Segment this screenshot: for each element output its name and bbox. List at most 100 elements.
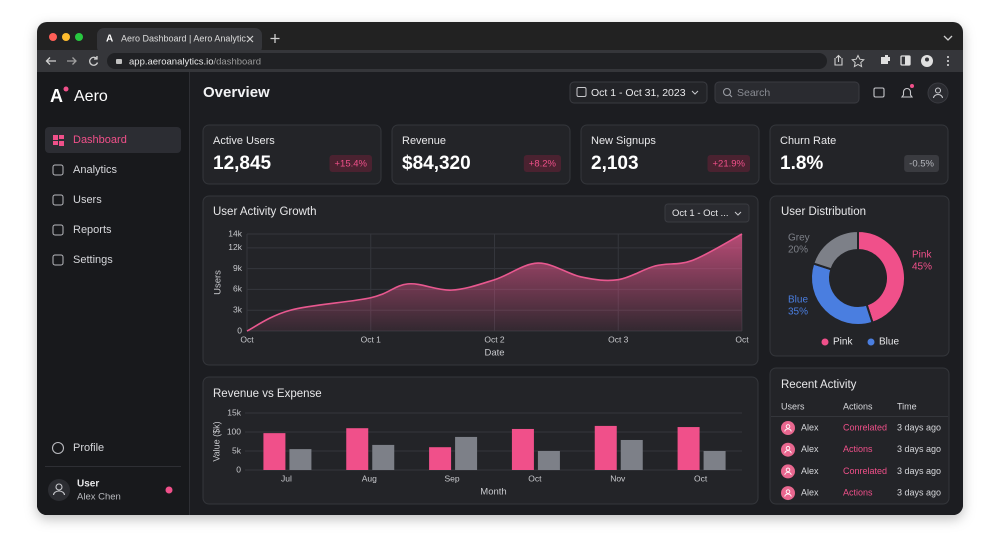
search-icon-handle [729,94,733,98]
table-cell: Alex [801,487,819,497]
y-tick-label: 15k [227,407,241,417]
column-header: Users [781,401,805,411]
brand-name: Aero [74,88,108,105]
date-range: Oct 1 - Oct 31, 2023 [591,87,686,99]
pie-slice [857,229,906,324]
minimize-dot[interactable] [62,33,70,41]
column-header: Time [897,401,917,411]
avatar-head [785,489,791,494]
slice-name: Pink [912,250,932,261]
menu-dot [947,60,949,62]
nav-active-bg [45,127,181,153]
x-tick-label: Oct [735,334,749,344]
table-cell: Conrelated [843,422,887,432]
search-box[interactable] [714,81,860,104]
calendar-icon [576,87,587,97]
bar [703,451,726,470]
table-cell: Conrelated [843,466,887,476]
avatar-body [52,490,66,496]
extensions-icon[interactable] [881,55,890,64]
bookmark-icon[interactable] [851,54,865,68]
nav-icon [52,224,64,236]
x-tick-label: Sep [445,473,460,483]
zoom-dot[interactable] [75,33,83,41]
profile-link[interactable]: Profile [73,442,104,454]
nav-icon [52,164,64,176]
tab[interactable] [97,28,262,54]
chart-card [202,376,759,505]
x-tick-label: Oct [694,473,708,483]
nav-icon [53,135,58,140]
kpi-value: $84,320 [402,153,471,174]
tab-title: Aero Dashboard | Aero Analytic [121,33,246,43]
bar [511,428,534,470]
nav-icon [59,141,64,146]
user-role: User [77,479,99,490]
chart-title: Revenue vs Expense [213,388,322,400]
table-cell: 3 days ago [897,444,941,454]
kpi-badge [707,155,750,172]
date-picker[interactable] [569,81,708,104]
bar [455,436,478,470]
notification-dot [910,84,914,88]
avatar-head [934,87,942,94]
bar [537,451,560,470]
range-dropdown[interactable] [664,203,750,223]
tab-menu[interactable] [943,35,953,41]
forward-button[interactable] [67,57,77,65]
x-tick-label: Oct [240,334,254,344]
page-title: Overview [203,84,270,101]
table-cell: Alex [801,466,819,476]
menu-dot[interactable] [947,56,949,58]
reload-button[interactable] [89,56,99,66]
account-head [925,57,929,62]
profile-icon [51,441,65,455]
chart-title: User Distribution [781,206,866,218]
back-button[interactable] [45,57,57,65]
window-content: A Aero Dashboard | Aero Analytic app.aer… [37,28,963,515]
y-axis-label: Users [213,270,224,295]
user-name: Alex Chen [77,492,121,503]
nav-icon [52,254,64,266]
nav-icon [52,194,64,206]
y-tick-label: 14k [228,228,242,238]
url-field[interactable] [107,53,827,69]
chevron [691,90,699,95]
tab-close[interactable] [246,35,254,43]
kpi-value: 12,845 [213,153,272,174]
close-dot[interactable] [49,33,57,41]
kpi-badge [523,155,561,172]
activity-card [769,367,950,505]
bar [620,439,643,470]
new-tab[interactable] [270,34,280,43]
notifications-icon[interactable] [900,87,914,98]
tab-icon: A [106,34,113,45]
share-icon[interactable] [834,54,843,66]
bar [346,428,369,470]
nav-item[interactable]: Reports [73,224,112,236]
x-tick-label: Jul [281,473,292,483]
column-header: Actions [843,401,873,411]
pie-slice [810,262,874,326]
messages-icon[interactable] [873,87,885,98]
bar [677,427,700,470]
y-tick-label: 3k [233,304,243,314]
slice-name: Grey [788,233,810,244]
kpi-label: Revenue [402,135,446,147]
nav-item[interactable]: Analytics [73,164,118,176]
y-axis-label: Value ($k) [211,421,221,461]
url: app.aeroanalytics.io/dashboard [129,56,261,67]
kpi-value: 1.8% [780,153,823,174]
url-path: /dashboard [214,56,262,67]
search-placeholder: Search [737,87,770,99]
activity-title: Recent Activity [781,379,857,391]
nav-item[interactable]: Settings [73,254,113,266]
kpi-card [769,124,949,185]
nav-item[interactable]: Dashboard [73,134,127,146]
table-cell: Actions [843,487,873,497]
x-tick-label: Oct [528,473,542,483]
nav-item[interactable]: Users [73,194,102,206]
kpi-change: +8.2% [529,159,557,170]
x-tick-label: Oct 3 [608,334,629,344]
